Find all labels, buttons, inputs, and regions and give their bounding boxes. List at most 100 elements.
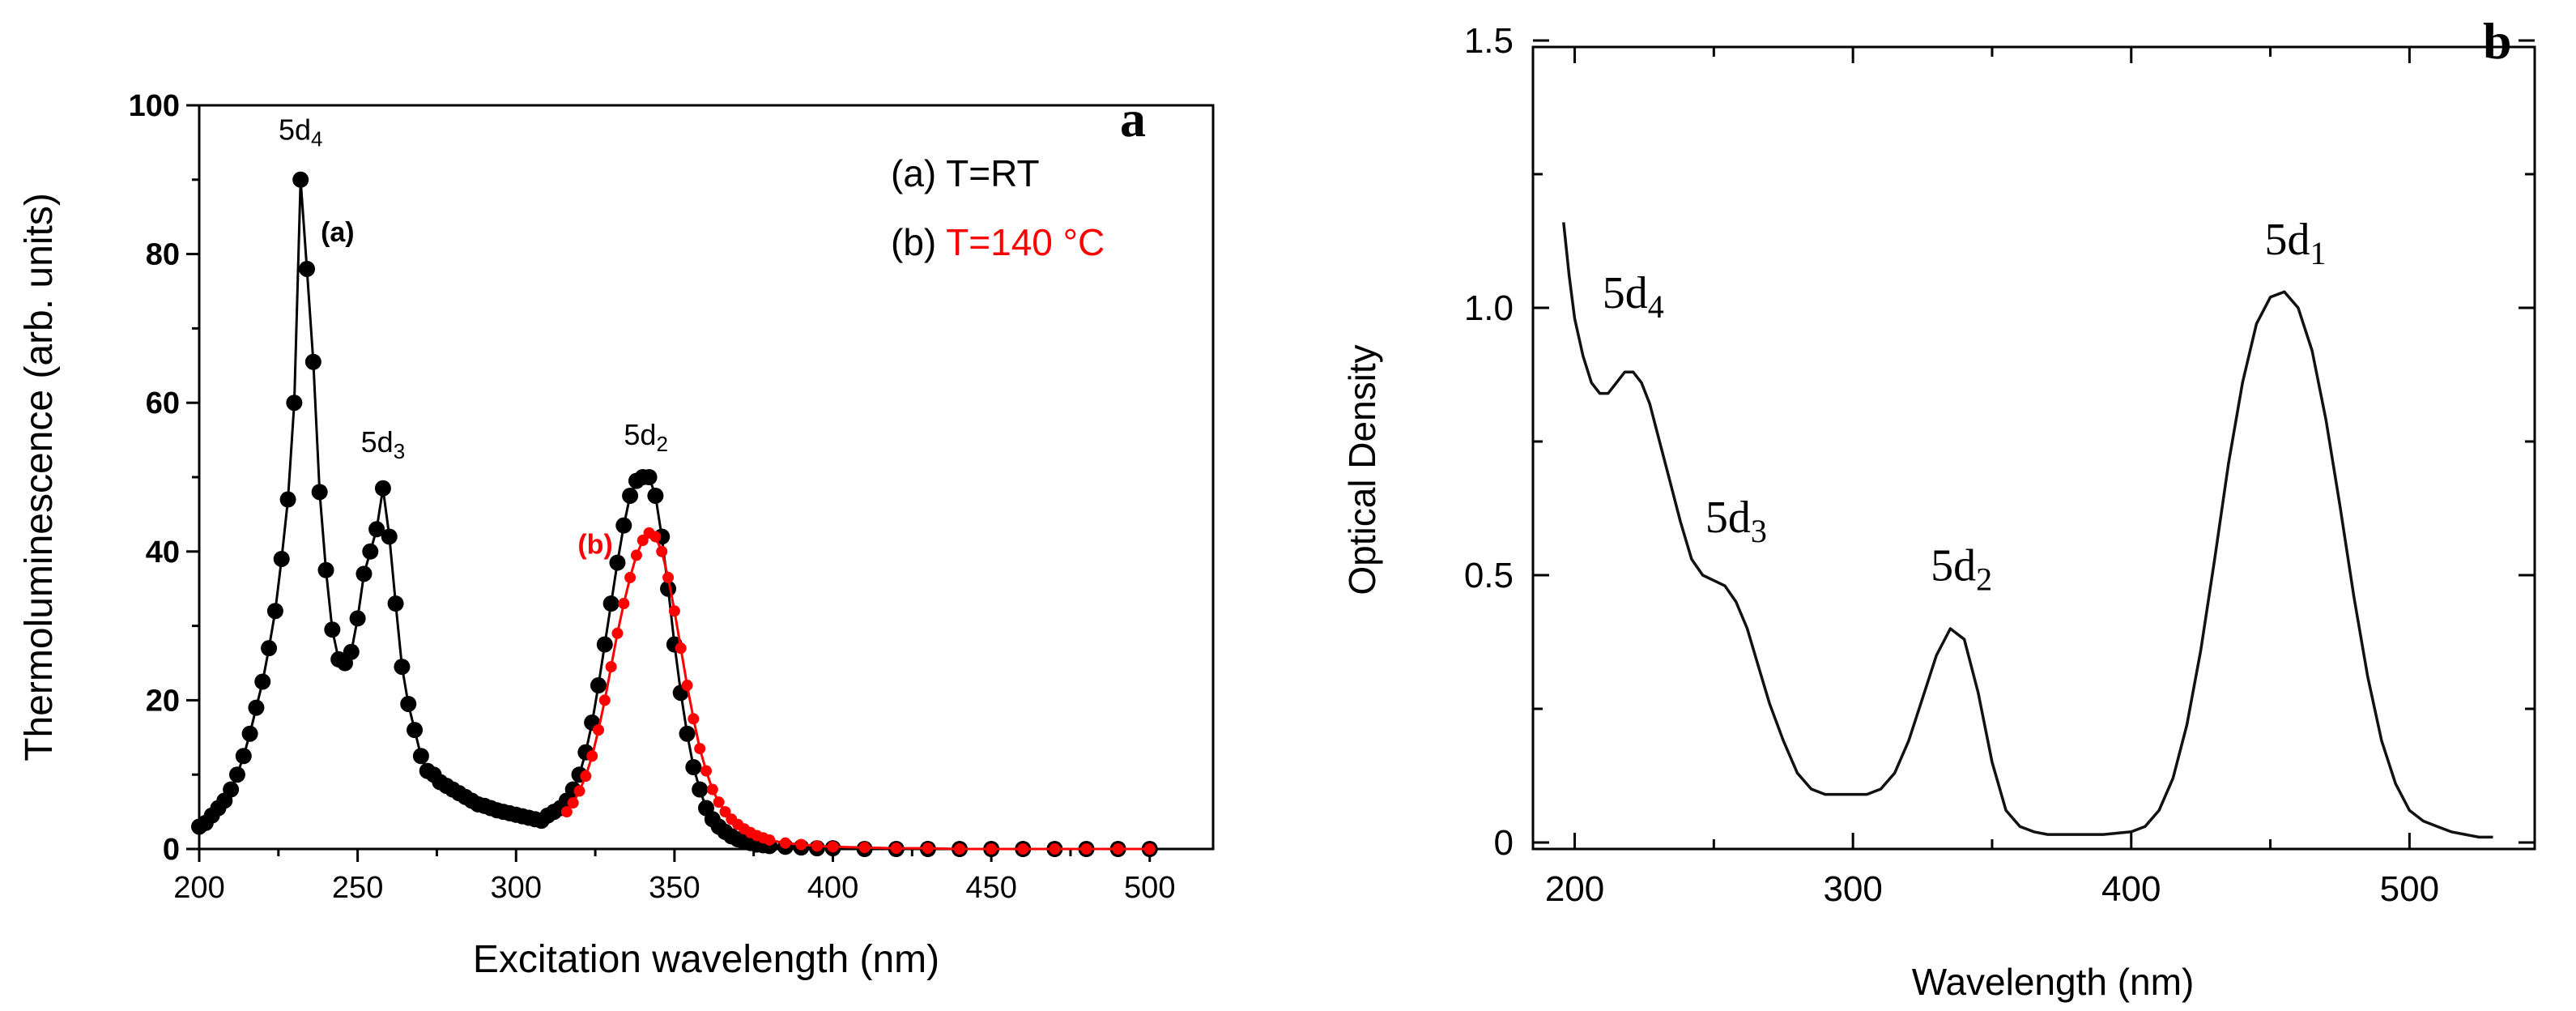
peak-label-5d3: 5d3 bbox=[1705, 493, 1767, 549]
panel-b: b 200 300 400 500 0 0.5 1.0 1.5 5d4 5d3 5d2 5d1 Wa… bbox=[1341, 12, 2536, 1003]
y-tick-label: 40 bbox=[146, 535, 180, 569]
peak-label-5d2: 5d2 bbox=[1931, 541, 1992, 598]
series-a-point bbox=[349, 610, 366, 627]
series-a-point bbox=[641, 469, 658, 485]
series-a-point bbox=[362, 543, 379, 560]
series-b-point bbox=[811, 840, 823, 852]
series-a-point bbox=[387, 595, 404, 612]
series-a-point bbox=[692, 781, 709, 798]
x-tick-label: 300 bbox=[1823, 869, 1882, 909]
series-b-point bbox=[560, 806, 573, 818]
series-b-point bbox=[605, 661, 617, 673]
legend-item-a: (a) T=RT bbox=[891, 152, 1040, 194]
peak-label-5d4: 5d4 bbox=[279, 113, 323, 151]
panel-b-plot: 5d4 5d3 5d2 5d1 bbox=[1562, 215, 2493, 839]
series-b-point bbox=[827, 841, 839, 853]
series-b-point bbox=[611, 627, 624, 639]
series-a-point bbox=[228, 766, 245, 783]
series-a-point bbox=[615, 517, 632, 534]
curve-label: (a) bbox=[321, 217, 355, 248]
x-tick-label: 300 bbox=[491, 871, 542, 905]
curve-label: (b) bbox=[577, 530, 612, 561]
panel-b-ylabel: Optical Density bbox=[1341, 344, 1383, 595]
series-a-point bbox=[622, 487, 639, 504]
series-a-point bbox=[324, 621, 341, 638]
legend-item-b: (b) T=140 °C bbox=[891, 221, 1105, 263]
y-tick-label: 1.0 bbox=[1464, 288, 1514, 328]
y-tick-label: 0 bbox=[1494, 823, 1514, 863]
series-a-point bbox=[286, 395, 303, 412]
series-b-point bbox=[922, 842, 934, 855]
series-b-point bbox=[624, 571, 637, 583]
series-b-line bbox=[565, 531, 1150, 851]
legend-item-b-label: T=140 °C bbox=[946, 221, 1105, 263]
series-a-point bbox=[299, 260, 316, 277]
panel-b-ticks: 200 300 400 500 0 0.5 1.0 1.5 bbox=[1464, 21, 2535, 909]
series-a-point bbox=[368, 521, 385, 538]
series-a-point bbox=[266, 603, 283, 620]
series-a-point bbox=[394, 659, 411, 676]
series-a-point bbox=[223, 781, 240, 798]
series-b-point bbox=[954, 843, 965, 855]
series-a-point bbox=[609, 554, 626, 571]
series-b-point bbox=[637, 535, 649, 547]
series-a-point bbox=[407, 722, 424, 739]
series-b-point bbox=[1112, 843, 1124, 855]
series-a-point bbox=[356, 565, 373, 582]
y-tick-label: 20 bbox=[146, 684, 180, 718]
series-a-point bbox=[679, 725, 696, 742]
series-b-point bbox=[700, 765, 712, 777]
panel-a-plot: 5d4 5d3 5d2 (a) (b) bbox=[191, 113, 1158, 857]
series-b-point bbox=[719, 806, 731, 818]
x-tick-label: 400 bbox=[807, 871, 858, 905]
series-b-point bbox=[1143, 843, 1156, 855]
panel-a-letter: a bbox=[1120, 90, 1146, 147]
series-a-point bbox=[400, 695, 417, 712]
x-tick-label: 200 bbox=[173, 871, 224, 905]
series-b-point bbox=[764, 834, 776, 846]
series-a-point bbox=[647, 487, 664, 504]
series-b-point bbox=[795, 838, 807, 851]
series-a-point bbox=[241, 725, 258, 742]
series-a-point bbox=[590, 677, 607, 694]
series-a-point bbox=[273, 550, 290, 567]
y-tick-label: 1.5 bbox=[1464, 21, 1514, 61]
series-a-point bbox=[381, 528, 398, 545]
peak-label-5d4: 5d4 bbox=[1603, 268, 1664, 325]
series-b-point bbox=[858, 842, 871, 854]
series-b-point bbox=[688, 713, 700, 725]
x-tick-label: 250 bbox=[332, 871, 383, 905]
x-tick-label: 200 bbox=[1545, 869, 1604, 909]
y-tick-label: 100 bbox=[129, 89, 180, 123]
x-tick-label: 350 bbox=[649, 871, 700, 905]
x-tick-label: 450 bbox=[965, 871, 1016, 905]
series-b-point bbox=[1017, 843, 1029, 855]
series-b-point bbox=[694, 743, 706, 755]
panel-a-xlabel: Excitation wavelength (nm) bbox=[473, 938, 939, 981]
x-tick-label: 500 bbox=[1124, 871, 1175, 905]
series-a-point bbox=[304, 353, 321, 370]
series-b-point bbox=[618, 598, 630, 610]
series-b-point bbox=[706, 783, 718, 796]
series-a-point bbox=[292, 171, 309, 188]
peak-label-5d3: 5d3 bbox=[361, 425, 406, 463]
series-b-point bbox=[567, 797, 579, 809]
series-b-point bbox=[668, 605, 680, 617]
series-b-point bbox=[573, 785, 585, 797]
series-b-point bbox=[656, 545, 668, 557]
series-a-point bbox=[254, 673, 271, 690]
panel-a-legend: (a) T=RT (b) T=140 °C bbox=[891, 152, 1105, 263]
series-a-point bbox=[311, 484, 328, 501]
series-a-point bbox=[317, 561, 334, 578]
series-b-point bbox=[713, 796, 725, 808]
peak-label-5d1: 5d1 bbox=[2264, 215, 2326, 271]
series-b-point bbox=[890, 842, 902, 855]
y-tick-label: 80 bbox=[146, 238, 180, 272]
series-a-point bbox=[279, 491, 296, 508]
series-a-point bbox=[343, 643, 360, 660]
panel-b-letter: b bbox=[2483, 12, 2512, 70]
series-b-point bbox=[592, 724, 604, 736]
series-b-point bbox=[1080, 843, 1092, 855]
series-b-point bbox=[681, 680, 693, 692]
